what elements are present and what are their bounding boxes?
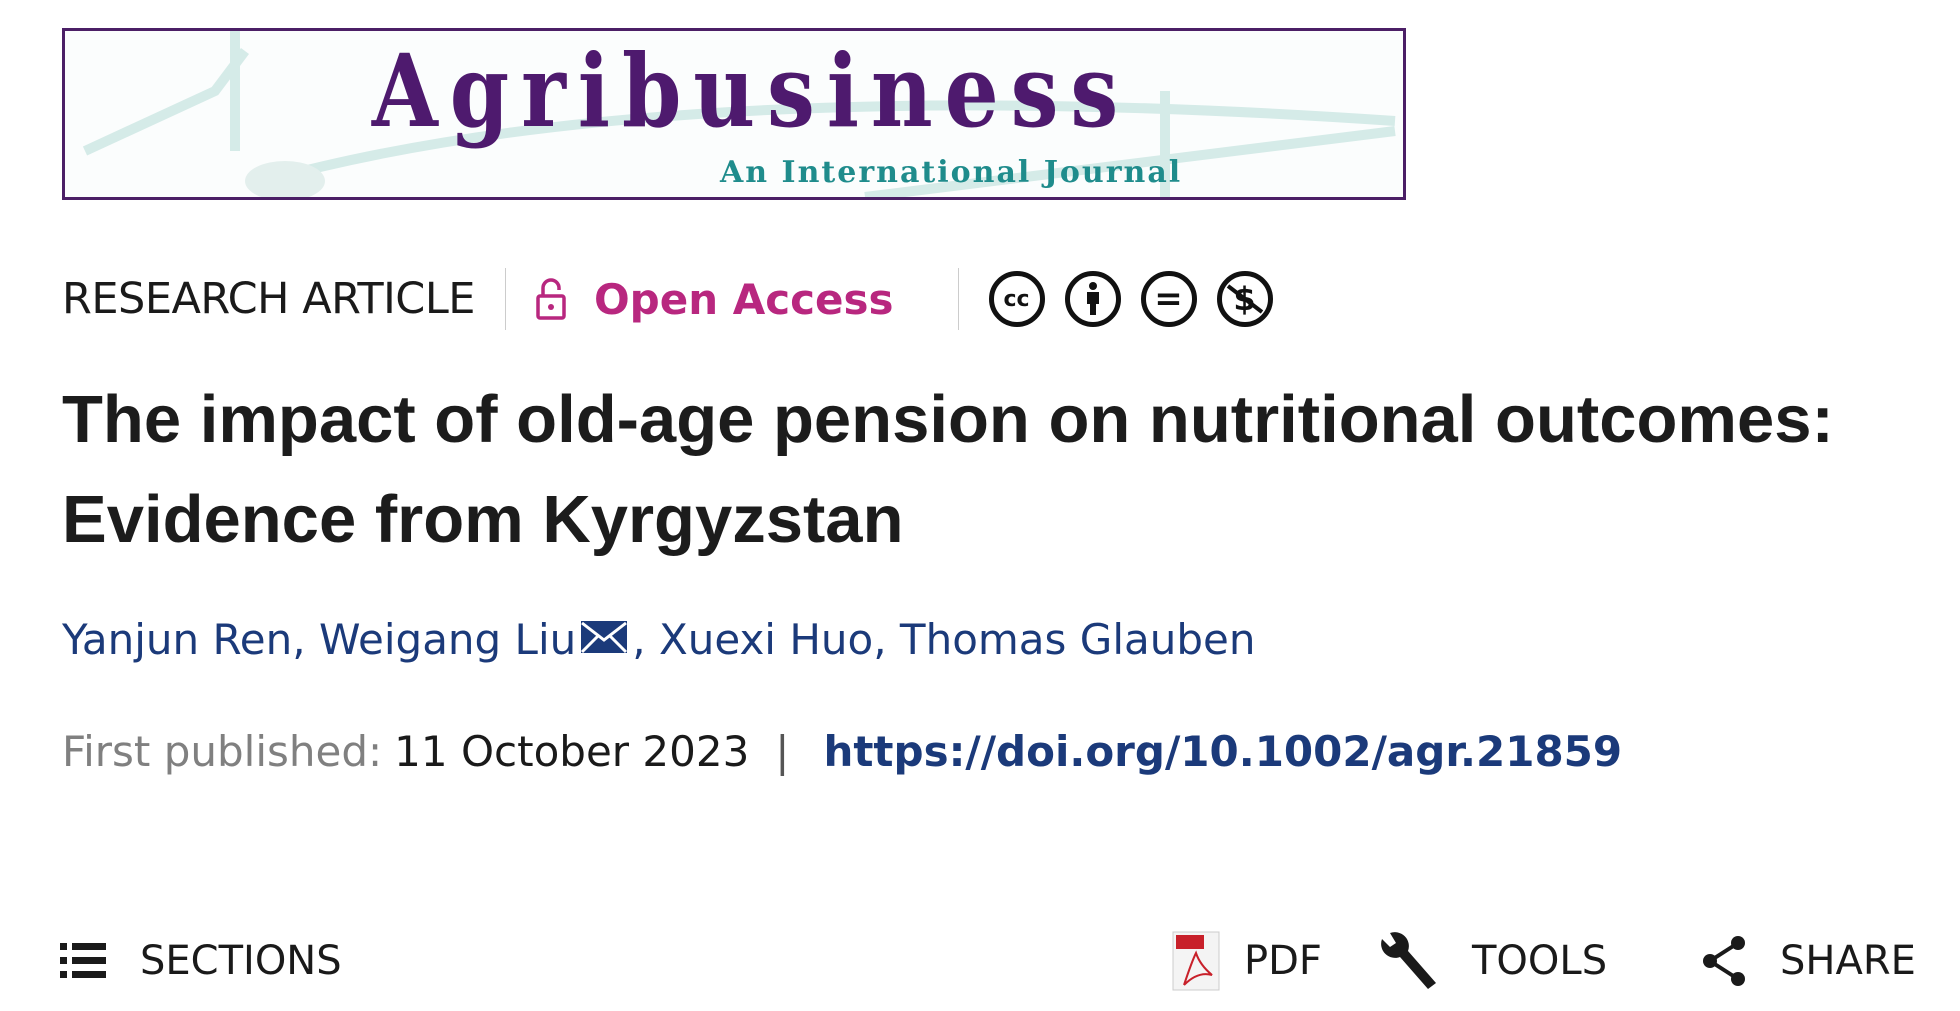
author-separator: ,	[292, 615, 319, 664]
article-meta-row: RESEARCH ARTICLE Open Access cc = $	[62, 266, 1273, 332]
nd-no-derivatives-icon: =	[1140, 271, 1197, 327]
open-access-label: Open Access	[593, 274, 894, 324]
pdf-button[interactable]: PDF	[1172, 928, 1322, 994]
article-title: The impact of old-age pension on nutriti…	[62, 382, 1834, 557]
journal-subtitle: An International Journal	[720, 155, 1183, 190]
sections-label: SECTIONS	[140, 938, 342, 984]
open-access-badge[interactable]: Open Access	[536, 275, 894, 324]
publication-info: First published: 11 October 2023 | https…	[62, 724, 1922, 780]
author-link[interactable]: Yanjun Ren	[62, 615, 293, 664]
author-link[interactable]: Thomas Glauben	[899, 615, 1256, 664]
article-type: RESEARCH ARTICLE	[62, 274, 475, 324]
wrench-icon	[1381, 932, 1436, 989]
list-icon	[60, 943, 106, 978]
article-header: The impact of old-age pension on nutriti…	[62, 370, 1922, 780]
article-toolbar: SECTIONS PDF TOOLS SHARE	[0, 928, 1960, 994]
nc-non-commercial-icon: $	[1216, 271, 1273, 327]
published-date: 11 October 2023	[394, 727, 750, 776]
logo-background-graphic	[82, 31, 1396, 197]
unlocked-padlock-icon	[536, 278, 566, 320]
tools-label: TOOLS	[1472, 938, 1608, 984]
published-label: First published:	[62, 727, 383, 776]
license-icons[interactable]: cc = $	[988, 271, 1273, 327]
share-label: SHARE	[1780, 938, 1916, 984]
author-list: Yanjun Ren, Weigang Liu , Xuexi Huo, Tho…	[62, 612, 1922, 668]
sections-button[interactable]: SECTIONS	[60, 928, 342, 994]
journal-title: Agribusiness	[371, 32, 1131, 150]
author-separator: ,	[873, 615, 900, 664]
author-separator: ,	[632, 615, 659, 664]
tools-button[interactable]: TOOLS	[1376, 928, 1607, 994]
share-button[interactable]: SHARE	[1700, 928, 1916, 994]
separator: |	[775, 727, 790, 776]
author-link[interactable]: Weigang Liu	[318, 615, 577, 664]
divider	[957, 268, 959, 330]
by-attribution-icon	[1064, 271, 1121, 327]
pdf-label: PDF	[1244, 938, 1322, 984]
doi-link[interactable]: https://doi.org/10.1002/agr.21859	[823, 727, 1623, 776]
share-icon	[1703, 936, 1745, 986]
email-envelope-icon[interactable]	[580, 612, 628, 668]
cc-icon: cc	[988, 271, 1045, 327]
pdf-file-icon	[1172, 931, 1220, 991]
journal-logo[interactable]: Agribusiness An International Journal	[62, 28, 1406, 200]
divider	[504, 268, 506, 330]
author-link[interactable]: Xuexi Huo	[658, 615, 874, 664]
